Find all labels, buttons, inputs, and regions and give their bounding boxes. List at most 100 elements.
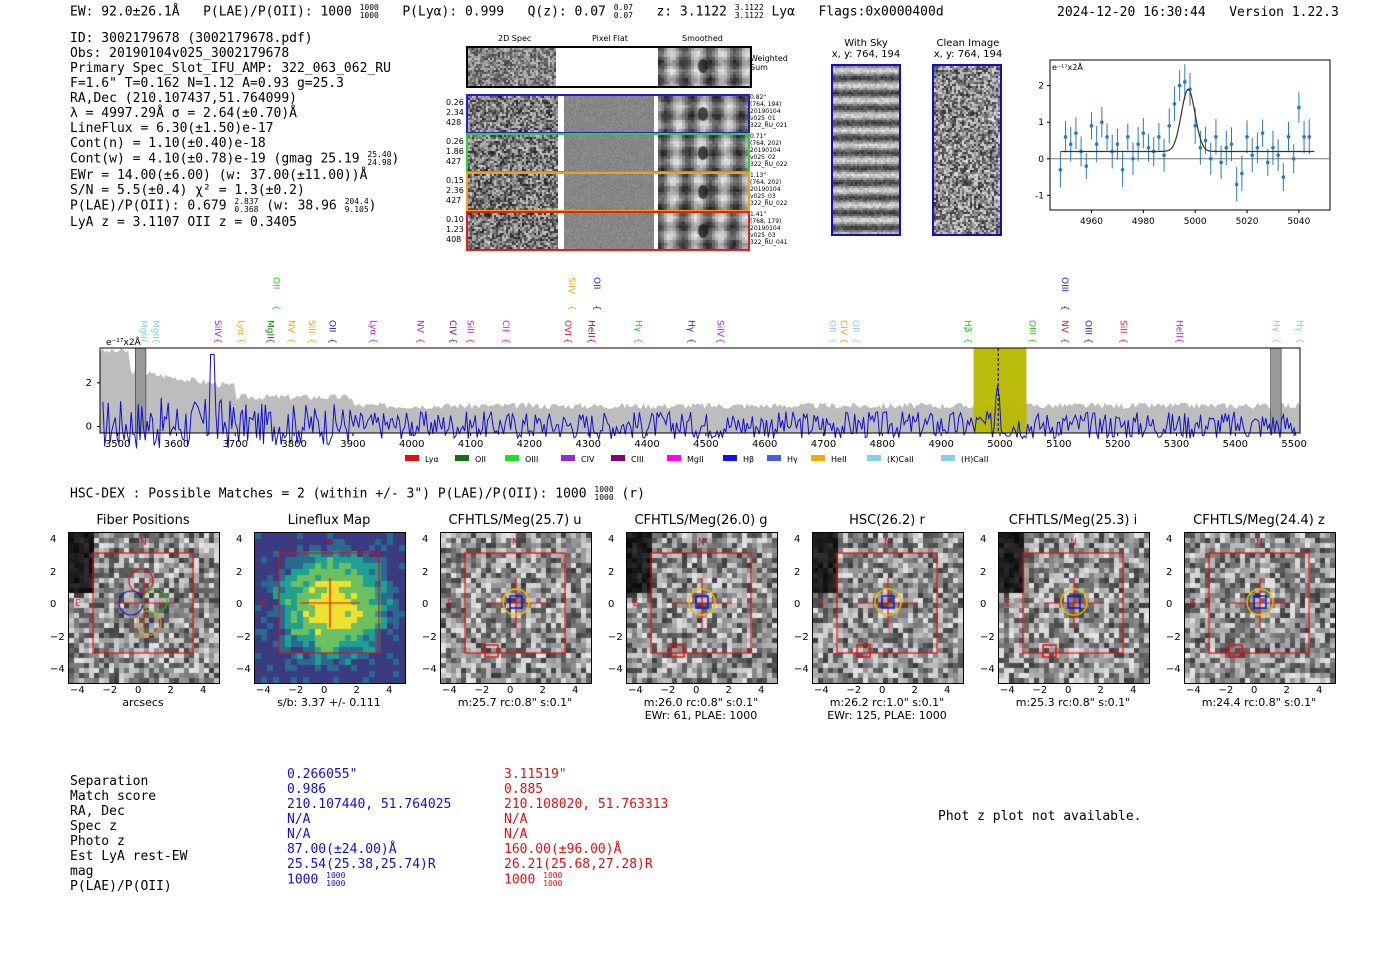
line-label: CIV — [447, 320, 457, 336]
match-label: P(LAE)/P(OII) — [70, 879, 172, 894]
spectrum-xtick-label: 3500 — [105, 439, 130, 450]
legend-swatch — [723, 455, 737, 461]
line-label: Lyα — [368, 320, 378, 336]
match-label: Photo z — [70, 834, 125, 849]
fiber-info: (764, 202) — [750, 140, 782, 147]
info-ewr: EWr = 14.00(±6.00) (w: 37.00(±11.00))Å — [70, 168, 368, 183]
zoom-data-point — [1068, 142, 1073, 146]
cutout-ytick: 2 — [236, 566, 243, 578]
match-value: 26.21(25.68,27.28)R — [504, 857, 653, 872]
legend-swatch — [455, 455, 469, 461]
emission-line-band — [973, 348, 1027, 433]
zoom-data-point — [1136, 142, 1140, 146]
fiber-row-info: 1.13" (764, 202) 20190104 v025_03 322_RU_022 — [750, 172, 787, 207]
spectrum-xtick-label: 4500 — [693, 439, 718, 450]
cutout-ytick: 0 — [236, 599, 243, 610]
line-label-bracket: { — [850, 338, 860, 344]
spectrum-xtick-label: 5000 — [987, 439, 1012, 450]
line-label-bracket: { — [212, 338, 222, 344]
legend-label: Hγ — [787, 455, 798, 464]
col-2d-spec: 2D Spec — [498, 34, 532, 43]
match-1-values: 0.266055" 0.986 210.107440, 51.764025 N/A N/… — [287, 767, 451, 888]
match-value: 0.885 — [504, 782, 544, 797]
cutout-ytick: −4 — [1166, 664, 1181, 675]
zoom-data-point — [1105, 135, 1109, 139]
zoom-data-point — [1115, 142, 1120, 146]
fiber-info: (768, 179) — [750, 218, 782, 225]
zoom-data-point — [1250, 153, 1255, 157]
spectrum-xtick-label: 4900 — [928, 439, 953, 450]
legend-swatch — [941, 455, 955, 461]
cutout-caption-line: m:26.2 rc:1.0" s:0.1" — [829, 696, 945, 709]
spectrum-xtick-label: 4800 — [870, 439, 895, 450]
fiber-stat: 1.86 — [446, 147, 464, 156]
zoom-data-point — [1157, 135, 1161, 139]
cutout-title: Lineflux Map — [287, 513, 371, 528]
cutout-caption-line: m:25.7 rc:0.8" s:0.1" — [457, 696, 573, 709]
line-label: HeII — [585, 320, 595, 338]
fiber-2d-spec — [468, 135, 558, 171]
info-lambda: λ = 4997.29Å σ = 2.64(±0.70)Å — [70, 106, 297, 121]
line-label: CII — [500, 320, 510, 332]
match-value: 87.00(±24.00)Å — [287, 842, 397, 857]
match-plae: 1000 — [504, 872, 536, 888]
line-label: Hβ — [962, 320, 972, 333]
with-sky-title: With Sky x, y: 764, 194 — [830, 38, 902, 60]
legend-label: OII — [475, 455, 486, 464]
line-label-bracket: { — [585, 338, 595, 344]
line-label: MgII — [265, 320, 275, 339]
fiber-smoothed — [658, 174, 748, 210]
zoom-ytick-label: 2 — [1038, 82, 1044, 92]
spectrum-xtick-label: 5100 — [1046, 439, 1071, 450]
fiber-info: v025_03 — [750, 193, 776, 200]
match-value: 1000 1000 1000 — [287, 872, 451, 888]
line-label: OII — [591, 277, 601, 289]
info-id: ID: 3002179678 (3002179678.pdf) — [70, 31, 313, 46]
info-contn: Cont(n) = 1.10(±0.40)e-18 — [70, 136, 266, 151]
fiber-smoothed — [658, 213, 748, 249]
cutout-image — [812, 532, 964, 684]
match-2-values: 3.11519" 0.885 210.108020, 51.763313 N/A N/A… — [504, 767, 668, 888]
fiber-row-info: 0.82" (764, 194) 20190104 v025_01 322_RU_021 — [750, 94, 787, 129]
header-ew: EW: 92.0±26.1Å — [70, 4, 180, 20]
cutout-xtick: 0 — [693, 685, 700, 696]
col-smoothed: Smoothed — [682, 34, 723, 43]
cutout-xtick: 2 — [911, 685, 918, 696]
line-label-bracket: { — [138, 338, 148, 344]
spectrum-xtick-label: 3800 — [281, 439, 306, 450]
cutout-xtick: −4 — [256, 685, 271, 696]
cutout-ytick: −4 — [794, 664, 809, 675]
line-label-bracket: { — [1118, 338, 1128, 344]
cutout-xtick: 4 — [572, 685, 579, 696]
fiber-info: (764, 202) — [750, 179, 782, 186]
spectrum-frame — [99, 347, 1301, 434]
cutout-ytick: 4 — [236, 534, 243, 545]
line-label: MgII — [150, 320, 160, 339]
fiber-row-info: 0.71" (764, 202) 20190104 v025_02 322_RU_022 — [750, 133, 787, 168]
cutout-xtick: 4 — [386, 685, 393, 696]
zoom-data-point — [1214, 135, 1218, 139]
cutout-ytick: 4 — [1166, 534, 1173, 545]
fiber-info: 1.13" — [750, 172, 767, 179]
header-plae: P(LAE)/P(OII): 1000 — [203, 4, 352, 20]
zoom-ytick-label: -1 — [1035, 191, 1044, 201]
zoom-data-point — [1074, 131, 1078, 135]
fiber-2d-spec — [468, 213, 558, 249]
spectrum-ytick-label: 0 — [86, 421, 92, 432]
cutout-xtick: −4 — [442, 685, 457, 696]
cutout-xtick: −2 — [288, 685, 304, 696]
legend-swatch — [611, 455, 625, 461]
zoom-data-point — [1172, 102, 1177, 106]
cutout-ytick: 0 — [1166, 599, 1173, 610]
cutout-caption: arcsecs — [68, 696, 218, 709]
info-contw-row: Cont(w) = 4.10(±0.78)e-19 (gmag 25.19 25… — [70, 150, 400, 167]
line-label: Hγ — [685, 320, 695, 333]
zoom-data-point — [1255, 146, 1260, 150]
line-label-bracket: { — [368, 338, 378, 344]
fiber-info: 0.82" — [750, 94, 767, 101]
line-label-bracket: { — [962, 338, 972, 344]
cutout-xtick: 4 — [944, 685, 951, 696]
fiber-info: v025_01 — [750, 115, 776, 122]
cutout-ytick: −4 — [422, 664, 437, 675]
fiber-pixel-flat — [564, 174, 654, 210]
